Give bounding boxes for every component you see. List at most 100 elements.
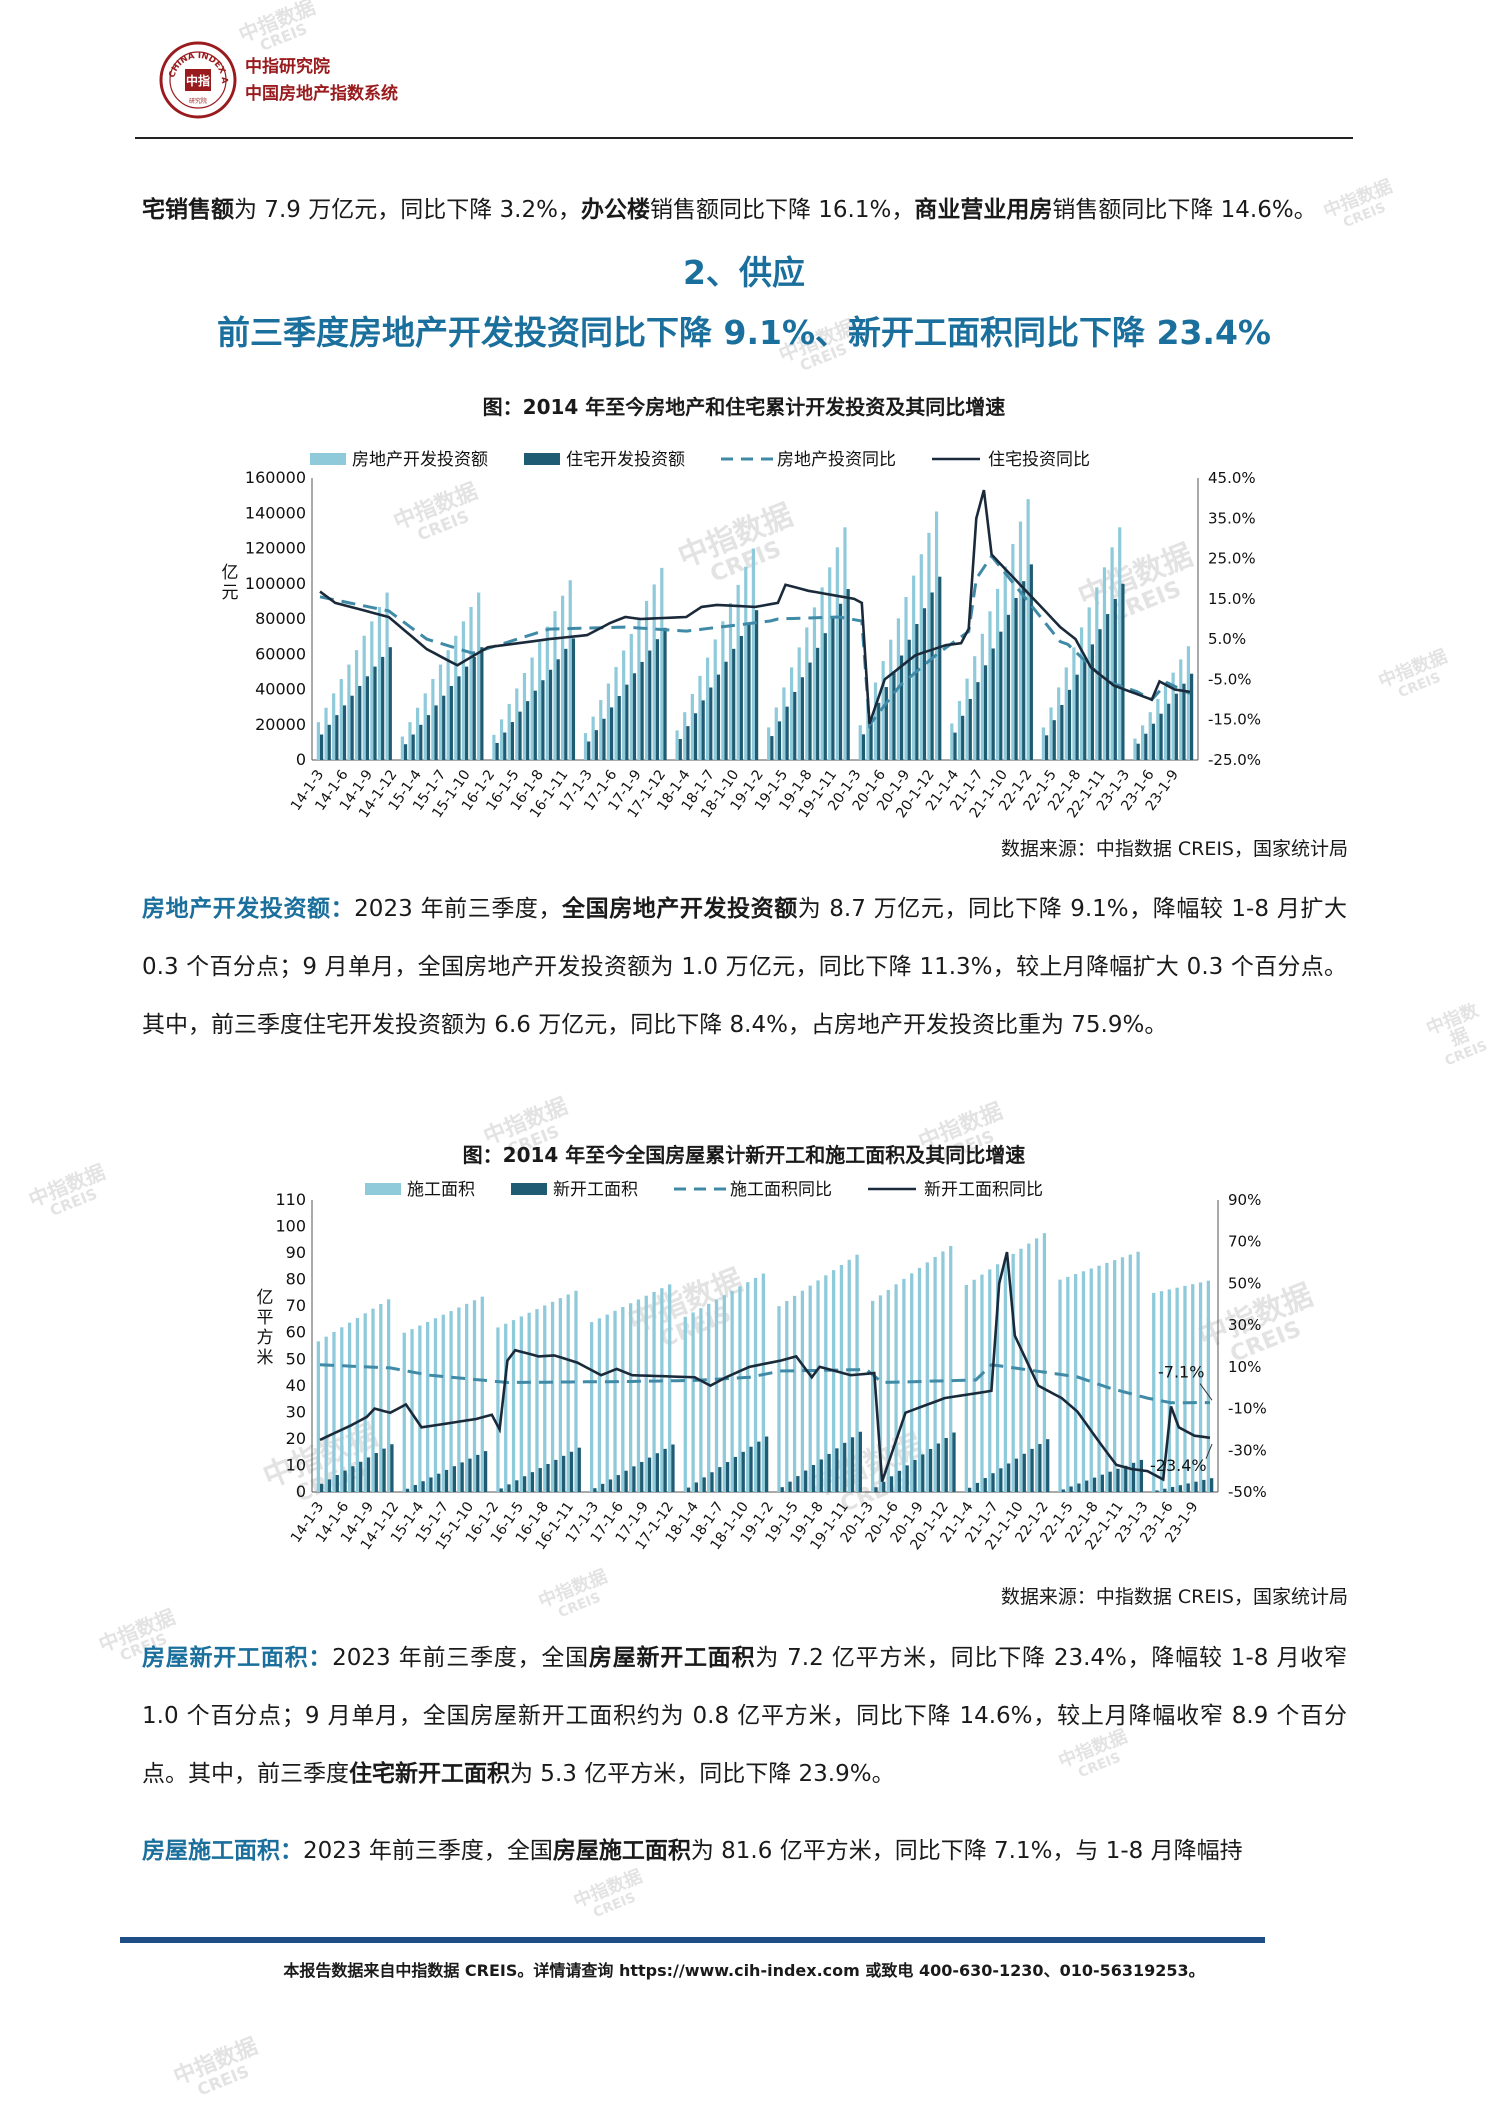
bar-residential-investment xyxy=(968,698,972,760)
bar-residential-investment xyxy=(1174,693,1178,760)
bar-new-start-area xyxy=(632,1466,636,1492)
bar-new-start-area xyxy=(530,1472,535,1492)
bar-new-start-area xyxy=(413,1484,417,1492)
bar-residential-investment xyxy=(861,734,866,760)
bar-new-start-area xyxy=(1085,1480,1089,1492)
bar-residential-investment xyxy=(388,647,392,760)
bar-new-start-area xyxy=(1046,1439,1050,1492)
y2-tick-label: 10% xyxy=(1228,1358,1261,1376)
bar-construction-area xyxy=(660,1288,664,1492)
org-name: 中指研究院 xyxy=(245,57,330,77)
bar-residential-investment xyxy=(747,623,751,760)
footer-bar xyxy=(120,1937,1265,1943)
y-tick-label: 90 xyxy=(286,1243,306,1262)
bar-total-investment xyxy=(1087,607,1091,760)
bar-residential-investment xyxy=(1083,659,1087,760)
paragraph-text: 销售额同比下降 14.6%。 xyxy=(1052,197,1317,223)
annotation-construction-yoy: -7.1% xyxy=(1158,1362,1204,1381)
bar-construction-area xyxy=(519,1316,523,1492)
bar-new-start-area xyxy=(928,1448,933,1492)
bar-construction-area xyxy=(808,1285,812,1492)
bar-new-start-area xyxy=(320,1483,324,1492)
bar-total-investment xyxy=(744,566,748,760)
bar-new-start-area xyxy=(405,1488,410,1492)
bar-residential-investment xyxy=(724,661,728,760)
paragraph-text: 2023 年前三季度，全国 xyxy=(303,1838,553,1864)
bar-new-start-area xyxy=(546,1463,550,1492)
bar-residential-investment xyxy=(938,576,942,760)
y2-tick-label: 30% xyxy=(1228,1316,1261,1334)
bar-new-start-area xyxy=(343,1470,347,1492)
y-axis-label-char: 平 xyxy=(257,1308,274,1328)
bar-construction-area xyxy=(878,1295,883,1492)
section-heading: 2、供应 xyxy=(683,253,805,292)
bar-total-investment xyxy=(950,723,954,760)
bar-construction-area xyxy=(1206,1280,1210,1492)
bar-residential-investment xyxy=(571,638,576,760)
bar-residential-investment xyxy=(365,676,369,760)
bar-new-start-area xyxy=(804,1470,808,1492)
bar-new-start-area xyxy=(608,1479,613,1492)
bar-new-start-area xyxy=(1030,1448,1034,1492)
bar-residential-investment xyxy=(625,684,629,760)
bar-total-investment xyxy=(644,600,649,760)
bar-residential-investment xyxy=(1121,583,1125,760)
bar-construction-area xyxy=(355,1317,360,1492)
y-axis-label-char: 元 xyxy=(222,583,239,603)
y-axis-label-char: 米 xyxy=(257,1348,274,1368)
bar-new-start-area xyxy=(874,1487,878,1492)
bar-new-start-area xyxy=(913,1459,917,1492)
bar-total-investment xyxy=(583,733,588,760)
bar-construction-area xyxy=(605,1314,609,1492)
bar-new-start-area xyxy=(725,1462,730,1492)
bar-total-investment xyxy=(591,716,595,760)
y2-tick-label: 50% xyxy=(1228,1274,1261,1292)
bar-construction-area xyxy=(1042,1233,1047,1492)
bar-new-start-area xyxy=(522,1476,527,1492)
y-tick-label: 120000 xyxy=(245,539,306,558)
paragraph-text: 为 7.2 亿平方米，同比下降 23.4%，降幅较 1-8 月收窄 1.0 个百… xyxy=(142,1645,1347,1787)
bar-total-investment xyxy=(835,547,839,760)
bar-residential-investment xyxy=(526,701,530,760)
bar-total-investment xyxy=(1018,521,1023,760)
bar-construction-area xyxy=(441,1314,445,1492)
bar-residential-investment xyxy=(831,618,835,760)
bar-total-investment xyxy=(980,633,984,760)
y2-tick-label: -15.0% xyxy=(1208,711,1261,729)
bar-construction-area xyxy=(1074,1274,1078,1492)
bar-new-start-area xyxy=(671,1444,675,1492)
bar-construction-area xyxy=(465,1303,469,1492)
bar-residential-investment xyxy=(838,603,843,760)
bar-construction-area xyxy=(402,1332,406,1492)
bar-new-start-area xyxy=(374,1453,378,1492)
bar-construction-area xyxy=(340,1327,344,1492)
bar-new-start-area xyxy=(975,1482,980,1492)
bar-residential-investment xyxy=(1098,629,1102,760)
bar-total-investment xyxy=(469,606,473,760)
line-residential-investment-yoy xyxy=(319,489,1191,725)
bar-total-investment xyxy=(499,719,504,760)
y2-tick-label: 45.0% xyxy=(1208,469,1256,487)
bar-construction-area xyxy=(418,1325,422,1492)
bar-new-start-area xyxy=(889,1476,894,1492)
bar-residential-investment xyxy=(411,734,415,760)
bar-total-investment xyxy=(400,736,404,760)
bar-new-start-area xyxy=(827,1453,831,1492)
bar-total-investment xyxy=(1171,672,1175,760)
bar-construction-area xyxy=(668,1284,672,1492)
legend-swatch xyxy=(310,453,346,465)
bar-total-investment xyxy=(728,603,733,760)
bar-new-start-area xyxy=(640,1461,644,1492)
new-start-paragraph: 房屋新开工面积：2023 年前三季度，全国房屋新开工面积为 7.2 亿平方米，同… xyxy=(142,1629,1347,1803)
investment-chart: 0 20000 40000 60000 80000 100000 120000 140000 1… xyxy=(222,450,1262,821)
bar-new-start-area xyxy=(366,1457,371,1492)
bar-construction-area xyxy=(816,1280,820,1492)
bar-residential-investment xyxy=(983,665,988,760)
bar-total-investment xyxy=(751,548,755,760)
line-total-investment-yoy xyxy=(319,553,1191,730)
bar-construction-area xyxy=(917,1267,922,1492)
y-tick-label: 10 xyxy=(286,1455,306,1474)
bar-residential-investment xyxy=(892,671,896,760)
bold-term: 宅销售额 xyxy=(142,197,234,223)
bar-total-investment xyxy=(454,635,458,760)
